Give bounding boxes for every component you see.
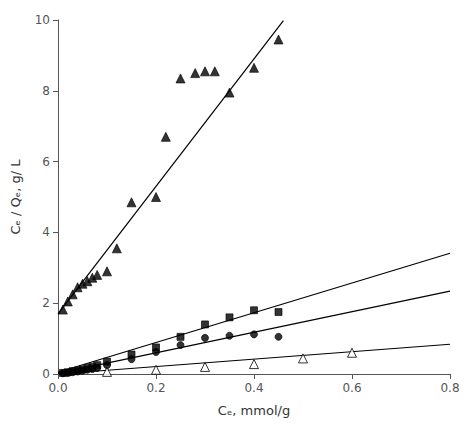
svg-text:Cₑ / Qₑ, g/ L: Cₑ / Qₑ, g/ L bbox=[8, 159, 23, 235]
svg-text:0.0: 0.0 bbox=[48, 381, 67, 395]
svg-text:2: 2 bbox=[42, 296, 50, 310]
svg-text:0.4: 0.4 bbox=[244, 381, 263, 395]
svg-text:Cₑ, mmol/g: Cₑ, mmol/g bbox=[218, 403, 290, 418]
svg-text:4: 4 bbox=[42, 225, 50, 239]
svg-text:0.8: 0.8 bbox=[440, 381, 459, 395]
svg-text:10: 10 bbox=[35, 13, 50, 27]
svg-text:6: 6 bbox=[42, 155, 50, 169]
svg-text:8: 8 bbox=[42, 84, 50, 98]
svg-text:0.2: 0.2 bbox=[146, 381, 165, 395]
svg-text:0.6: 0.6 bbox=[342, 381, 361, 395]
svg-text:0: 0 bbox=[42, 367, 50, 381]
